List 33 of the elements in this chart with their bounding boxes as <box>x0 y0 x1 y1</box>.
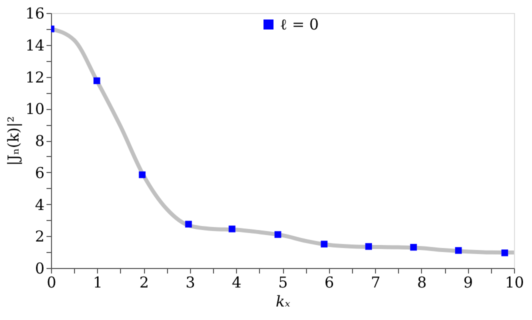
y-tick-label: 6 <box>34 164 44 182</box>
y-tick-label: 14 <box>25 36 44 54</box>
point <box>320 240 328 248</box>
x-tick-label: 6 <box>324 274 334 292</box>
x-tick-label: 1 <box>93 274 103 292</box>
y-tick-label: 10 <box>25 100 44 118</box>
y-tick-label: 12 <box>25 68 44 86</box>
point <box>274 231 282 238</box>
point <box>501 250 508 256</box>
point <box>138 171 146 178</box>
y-axis-title: |Jₙ(k)|² <box>4 116 22 166</box>
x-tick-label: 0 <box>46 274 56 292</box>
y-tick-label: 16 <box>25 4 44 22</box>
y-tick-label: 0 <box>34 260 44 278</box>
x-tick-label: 9 <box>463 274 473 292</box>
x-tick-label: 3 <box>186 274 196 292</box>
legend-label: ℓ = 0 <box>280 16 319 34</box>
x-tick-label: 2 <box>139 274 149 292</box>
point <box>93 77 100 84</box>
y-tick-label: 4 <box>34 196 44 214</box>
x-tick-label: 8 <box>417 274 427 292</box>
point <box>410 244 417 251</box>
x-axis-title: kₓ <box>276 292 291 310</box>
point <box>228 226 236 232</box>
x-tick-label: 7 <box>370 274 380 292</box>
x-tick-label: 5 <box>278 274 288 292</box>
point <box>455 247 462 254</box>
y-tick-label: 8 <box>34 132 44 150</box>
x-tick-label: 4 <box>232 274 242 292</box>
y-tick-label: 2 <box>34 228 44 246</box>
point <box>185 220 192 228</box>
x-tick-label: 10 <box>504 274 524 292</box>
point <box>365 243 372 250</box>
